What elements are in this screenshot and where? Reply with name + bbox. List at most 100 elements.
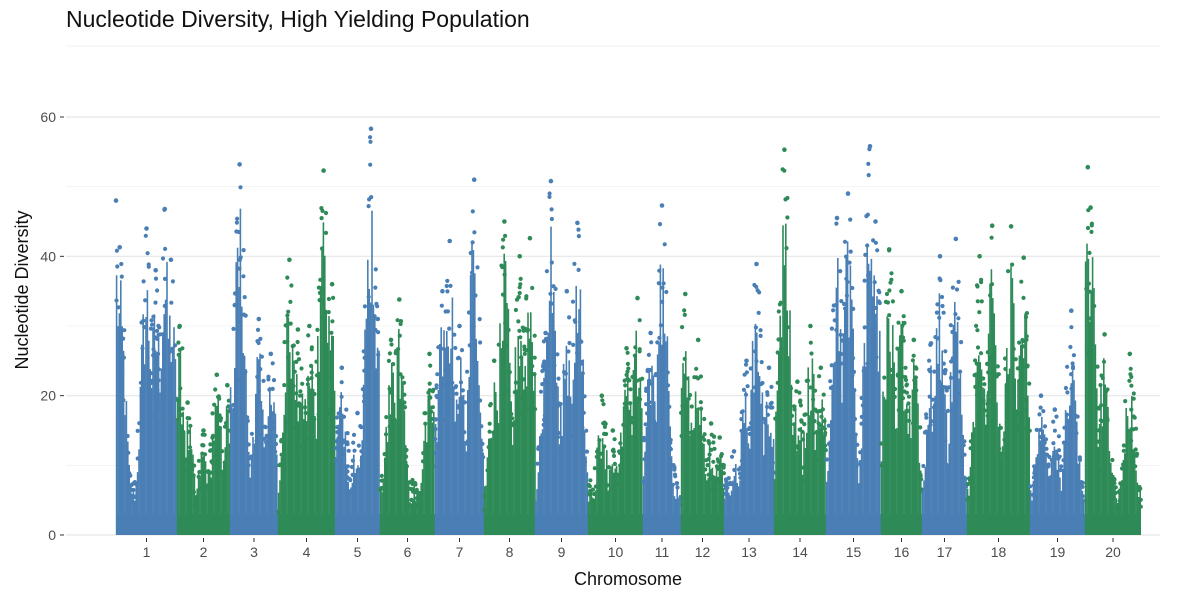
data-point	[389, 390, 394, 395]
data-point	[453, 345, 458, 351]
data-point	[1006, 401, 1011, 406]
data-point	[715, 476, 721, 482]
chromosome-3-column	[234, 367, 236, 535]
chromosome-16-column	[893, 362, 895, 535]
chromosome-19-column	[1049, 475, 1051, 535]
chromosome-11-column	[659, 264, 662, 535]
data-point	[298, 389, 303, 394]
chromosome-12-column	[707, 477, 709, 535]
data-point	[423, 421, 428, 426]
chromosome-4-column	[333, 390, 336, 535]
data-point	[467, 343, 472, 348]
data-point	[546, 370, 551, 375]
chromosome-6-column	[424, 424, 427, 535]
data-point	[115, 264, 120, 269]
data-point	[712, 476, 717, 481]
data-point	[1071, 353, 1076, 358]
data-point	[316, 412, 321, 417]
data-point	[523, 406, 529, 412]
data-point	[829, 326, 835, 331]
chromosome-20-column	[1115, 498, 1118, 535]
data-point	[462, 400, 468, 405]
chromosome-1-column	[153, 314, 156, 535]
chromosome-17-points	[921, 236, 969, 535]
data-point	[389, 342, 394, 347]
data-point	[789, 413, 795, 418]
data-point	[178, 386, 183, 391]
peak-point	[671, 463, 676, 468]
peak-point	[355, 410, 360, 416]
data-point	[1117, 506, 1122, 511]
data-point	[784, 246, 789, 251]
data-point	[160, 256, 166, 261]
data-point	[346, 448, 351, 453]
chromosome-20-column	[1096, 388, 1098, 535]
peak-point	[185, 400, 190, 405]
data-point	[811, 397, 816, 402]
data-point	[949, 359, 954, 364]
data-point	[430, 405, 435, 410]
data-point	[1080, 494, 1085, 499]
chromosome-18-column	[994, 345, 997, 535]
chromosome-14-column	[796, 450, 798, 535]
chromosome-7-column	[447, 346, 449, 535]
data-point	[962, 439, 967, 444]
data-point	[1024, 427, 1029, 432]
chromosome-5-column	[337, 424, 340, 535]
peak-point	[388, 337, 394, 343]
chromosome-6-column	[384, 457, 386, 535]
data-point	[954, 287, 960, 292]
data-point	[237, 257, 242, 262]
data-point	[694, 375, 699, 380]
chromosome-9-points	[534, 178, 590, 535]
data-point	[797, 440, 803, 445]
data-point	[927, 394, 932, 399]
data-point	[972, 373, 977, 378]
chromosome-9-column	[569, 396, 572, 535]
peak-point	[818, 365, 824, 371]
chromosome-3-column	[256, 357, 258, 535]
data-point	[156, 332, 161, 337]
data-point	[935, 302, 940, 307]
chromosome-4-column	[305, 421, 308, 535]
data-point	[319, 216, 324, 221]
chromosome-7-column	[436, 441, 438, 535]
data-point	[362, 304, 367, 309]
chromosome-17-column	[956, 321, 959, 535]
data-point	[121, 355, 126, 360]
chromosome-1-column	[167, 338, 170, 535]
x-tick-label: 12	[695, 544, 711, 560]
data-point	[527, 347, 533, 352]
chromosome-14-column	[773, 479, 776, 535]
data-point	[274, 463, 279, 468]
data-point	[373, 267, 378, 272]
data-point	[847, 260, 852, 265]
data-point	[850, 373, 855, 378]
data-point	[477, 317, 482, 322]
data-point	[135, 456, 140, 461]
data-point	[359, 425, 364, 430]
data-point	[655, 340, 660, 345]
data-point	[579, 361, 585, 366]
data-point	[331, 295, 336, 300]
data-point	[637, 318, 642, 323]
data-point	[927, 358, 932, 363]
chromosome-8-column	[488, 438, 490, 535]
data-point	[453, 385, 458, 390]
chromosome-19-column	[1063, 442, 1065, 535]
data-point	[865, 243, 870, 248]
chromosome-14-column	[811, 358, 814, 535]
chromosome-6-column	[421, 469, 424, 535]
data-point	[860, 403, 865, 408]
data-point	[889, 271, 894, 276]
data-point	[634, 378, 640, 383]
data-point	[900, 335, 906, 340]
data-point	[667, 404, 672, 409]
chromosome-14-column	[785, 223, 787, 535]
data-point	[982, 382, 987, 387]
data-point	[866, 273, 871, 278]
chromosome-15-column	[844, 308, 846, 535]
data-point	[904, 383, 909, 388]
data-point	[153, 300, 158, 305]
